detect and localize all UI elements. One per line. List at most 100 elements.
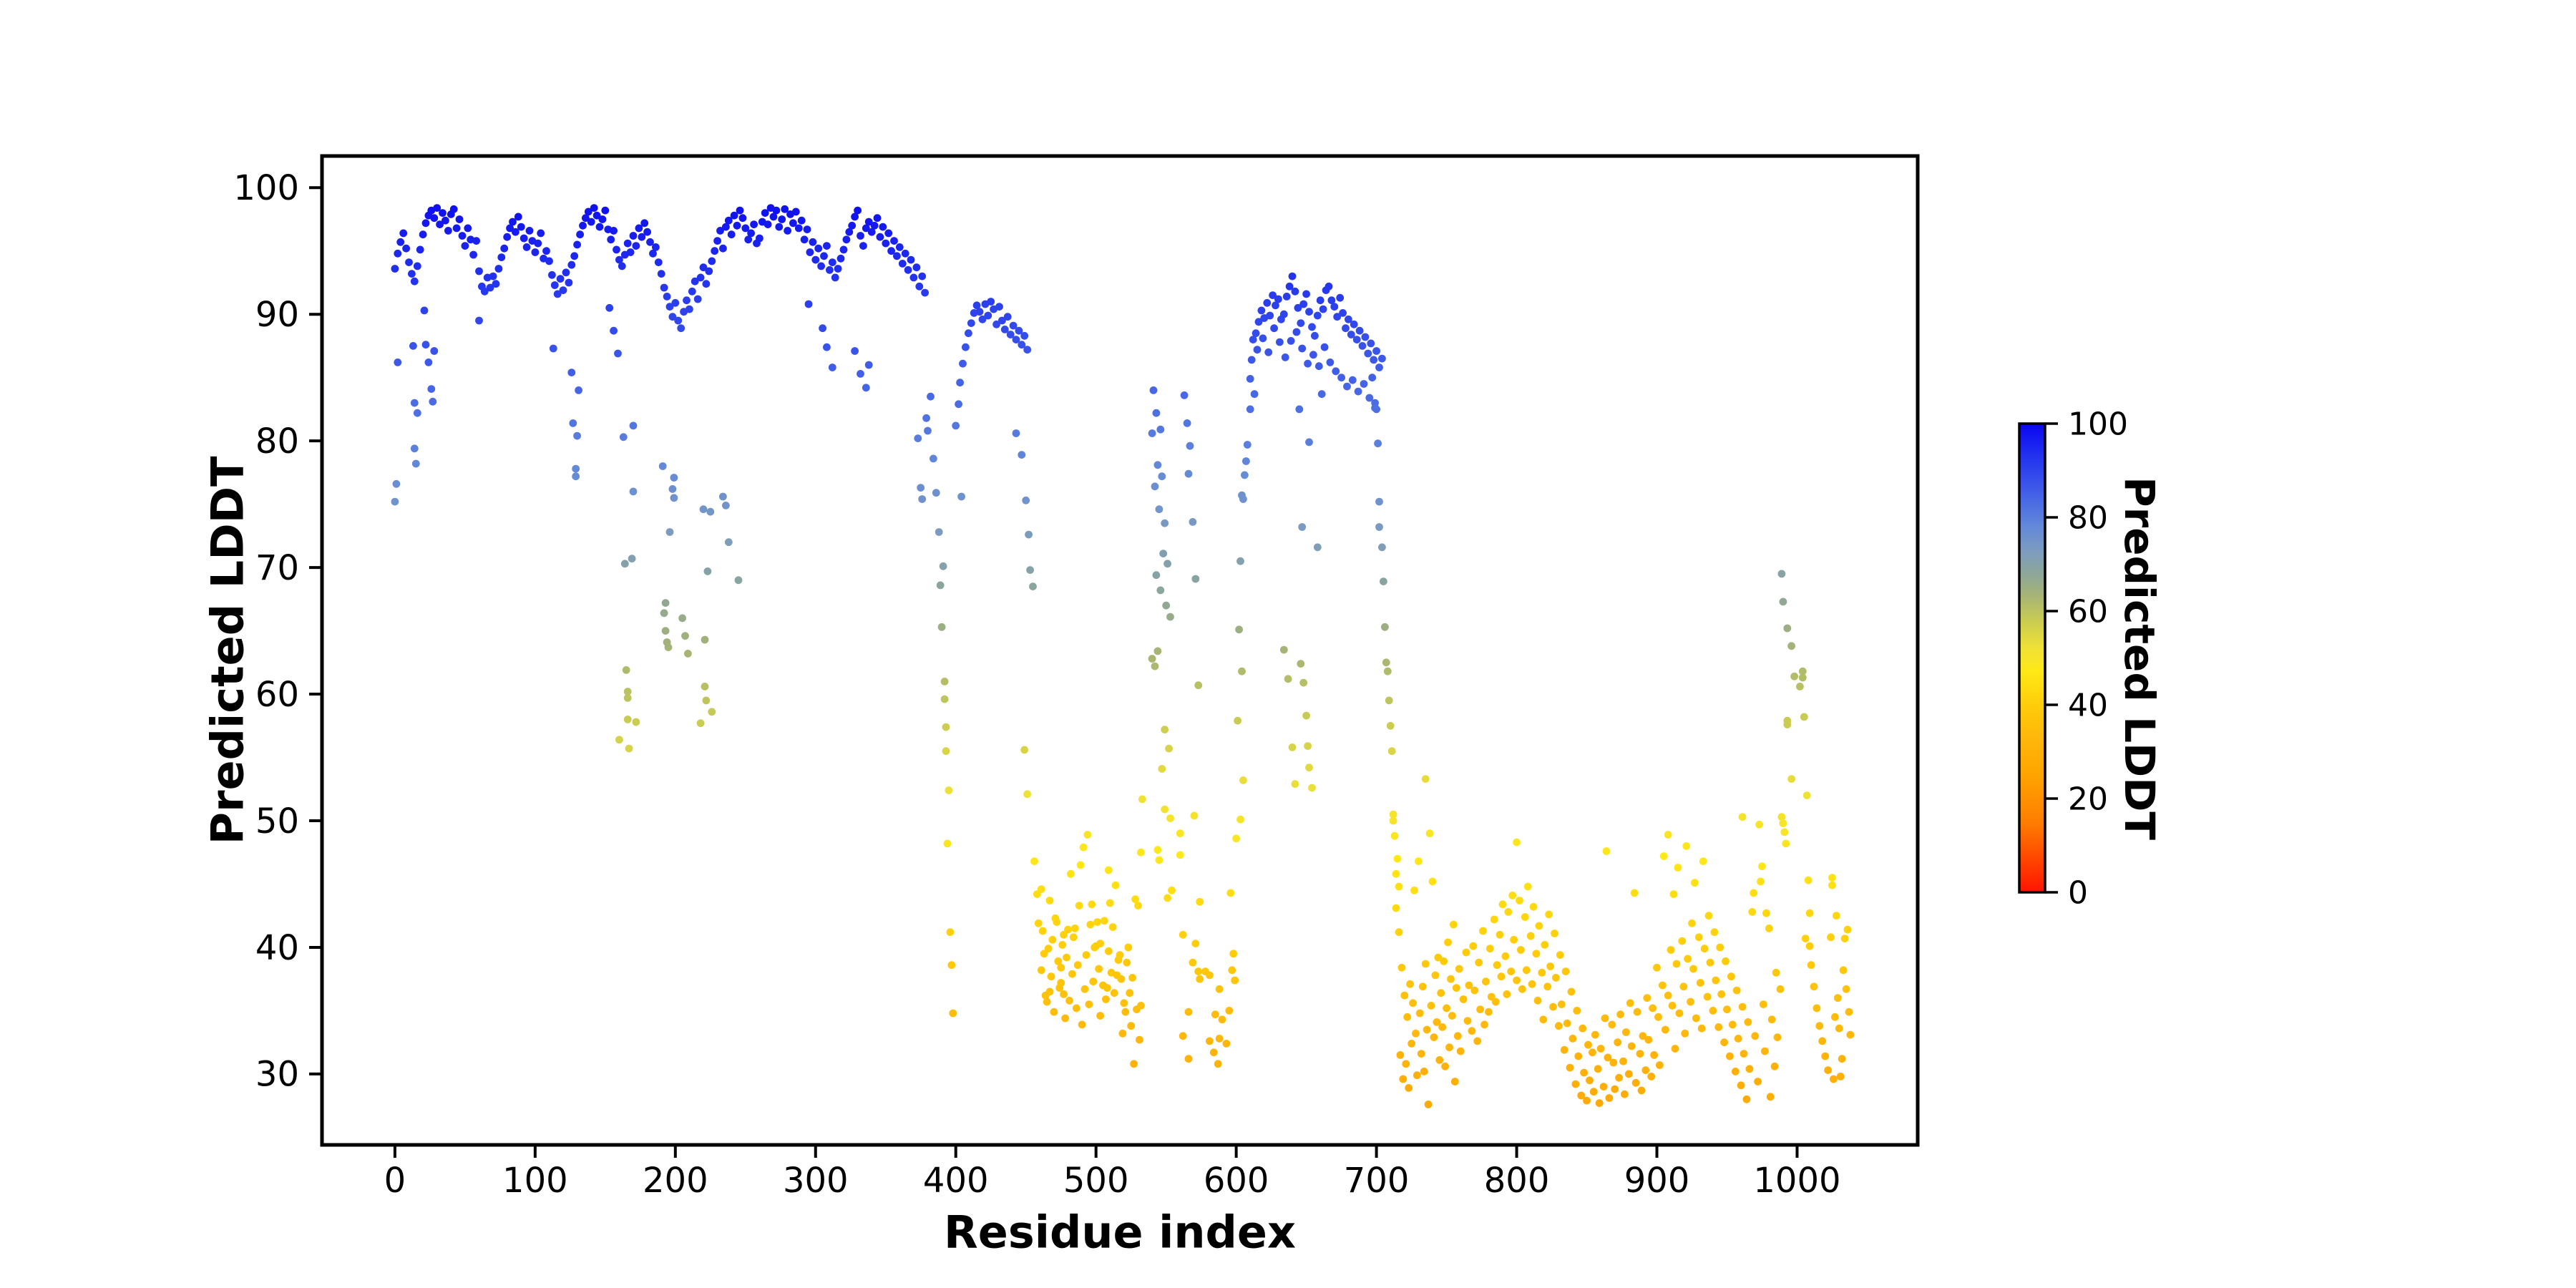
scatter-point xyxy=(1257,306,1266,315)
scatter-point xyxy=(1372,347,1380,355)
scatter-point xyxy=(1313,543,1322,552)
scatter-point xyxy=(430,347,439,355)
scatter-point xyxy=(663,293,671,301)
x-tick-label: 500 xyxy=(1063,1161,1129,1201)
colorbar-tick-label: 60 xyxy=(2068,593,2108,630)
scatter-point xyxy=(1076,861,1085,869)
scatter-point xyxy=(1166,613,1174,621)
scatter-point xyxy=(1522,966,1531,975)
x-tick-label: 300 xyxy=(783,1161,849,1201)
scatter-point xyxy=(1153,461,1162,469)
scatter-point xyxy=(626,248,635,256)
y-tick-label: 50 xyxy=(255,801,299,841)
scatter-point xyxy=(1246,375,1254,383)
scatter-point xyxy=(836,254,845,263)
scatter-point xyxy=(887,247,895,255)
scatter-point xyxy=(1697,1024,1706,1033)
x-tick-label: 1000 xyxy=(1753,1161,1840,1201)
scatter-point xyxy=(1462,948,1470,957)
scatter-point xyxy=(1682,842,1691,850)
scatter-point xyxy=(427,385,436,393)
scatter-point xyxy=(1507,967,1516,975)
scatter-point xyxy=(1134,902,1142,909)
scatter-point xyxy=(1101,917,1108,925)
scatter-point xyxy=(1288,272,1297,280)
scatter-point xyxy=(1124,943,1133,952)
scatter-point xyxy=(1643,994,1652,1002)
scatter-point xyxy=(1621,1090,1629,1098)
scatter-point xyxy=(1501,952,1510,960)
scatter-point xyxy=(1831,1013,1839,1021)
scatter-point xyxy=(1137,1002,1145,1010)
scatter-point xyxy=(661,599,670,607)
scatter-point xyxy=(848,221,857,230)
scatter-point xyxy=(1136,1035,1143,1044)
scatter-point xyxy=(1096,940,1104,947)
scatter-point xyxy=(410,399,419,407)
scatter-point xyxy=(1667,946,1675,954)
scatter-point xyxy=(512,228,519,236)
scatter-point xyxy=(811,255,820,264)
scatter-point xyxy=(1040,950,1048,958)
scatter-point xyxy=(1517,946,1525,954)
scatter-point xyxy=(1430,1033,1438,1041)
scatter-point xyxy=(670,494,678,502)
scatter-point xyxy=(1845,1008,1853,1016)
scatter-point xyxy=(1043,997,1051,1006)
scatter-point xyxy=(914,434,922,442)
scatter-point xyxy=(1057,963,1065,972)
scatter-point xyxy=(794,224,803,233)
scatter-point xyxy=(820,252,828,260)
scatter-point xyxy=(638,233,646,241)
scatter-point xyxy=(1675,1009,1684,1018)
x-tick-label: 600 xyxy=(1204,1161,1269,1201)
scatter-point xyxy=(1801,935,1810,942)
scatter-point xyxy=(1236,557,1244,565)
scatter-point xyxy=(834,265,842,273)
scatter-point xyxy=(741,224,750,233)
scatter-point xyxy=(1304,359,1312,368)
scatter-point xyxy=(895,243,904,251)
scatter-point xyxy=(1191,575,1200,583)
scatter-point xyxy=(1364,349,1372,358)
scatter-point xyxy=(1385,696,1393,705)
scatter-point xyxy=(1659,852,1668,860)
scatter-point xyxy=(1700,945,1709,953)
scatter-point xyxy=(494,265,503,273)
scatter-point xyxy=(1595,1099,1604,1107)
scatter-point xyxy=(567,369,576,376)
scatter-point xyxy=(1712,976,1720,985)
scatter-point xyxy=(1787,775,1796,783)
scatter-point xyxy=(1397,963,1406,972)
scatter-point xyxy=(1418,982,1427,991)
scatter-point xyxy=(1298,523,1307,531)
scatter-point xyxy=(1236,815,1244,824)
scatter-point xyxy=(622,666,630,674)
scatter-point xyxy=(1622,1028,1630,1036)
scatter-point xyxy=(1287,337,1295,345)
scatter-point xyxy=(559,286,567,294)
scatter-point xyxy=(1596,1045,1605,1053)
scatter-point xyxy=(1836,1073,1845,1080)
scatter-point xyxy=(1734,1035,1742,1043)
scatter-point xyxy=(1599,1083,1608,1091)
scatter-point xyxy=(643,228,651,236)
scatter-point xyxy=(1279,310,1288,318)
scatter-point xyxy=(1044,945,1053,953)
scatter-point xyxy=(1297,319,1305,327)
scatter-point xyxy=(1538,968,1546,977)
scatter-point xyxy=(661,627,670,635)
scatter-point xyxy=(1415,857,1423,865)
scatter-point xyxy=(1037,966,1045,975)
scatter-point xyxy=(1294,303,1302,312)
y-tick-label: 90 xyxy=(255,295,299,335)
scatter-point xyxy=(1131,895,1139,904)
scatter-point xyxy=(839,245,848,254)
scatter-point xyxy=(738,214,747,223)
scatter-point xyxy=(1156,425,1165,434)
scatter-point xyxy=(1163,560,1171,568)
scatter-point xyxy=(1832,912,1840,920)
scatter-point xyxy=(1656,1061,1664,1069)
scatter-point xyxy=(1804,876,1813,884)
scatter-point xyxy=(1726,1052,1734,1060)
